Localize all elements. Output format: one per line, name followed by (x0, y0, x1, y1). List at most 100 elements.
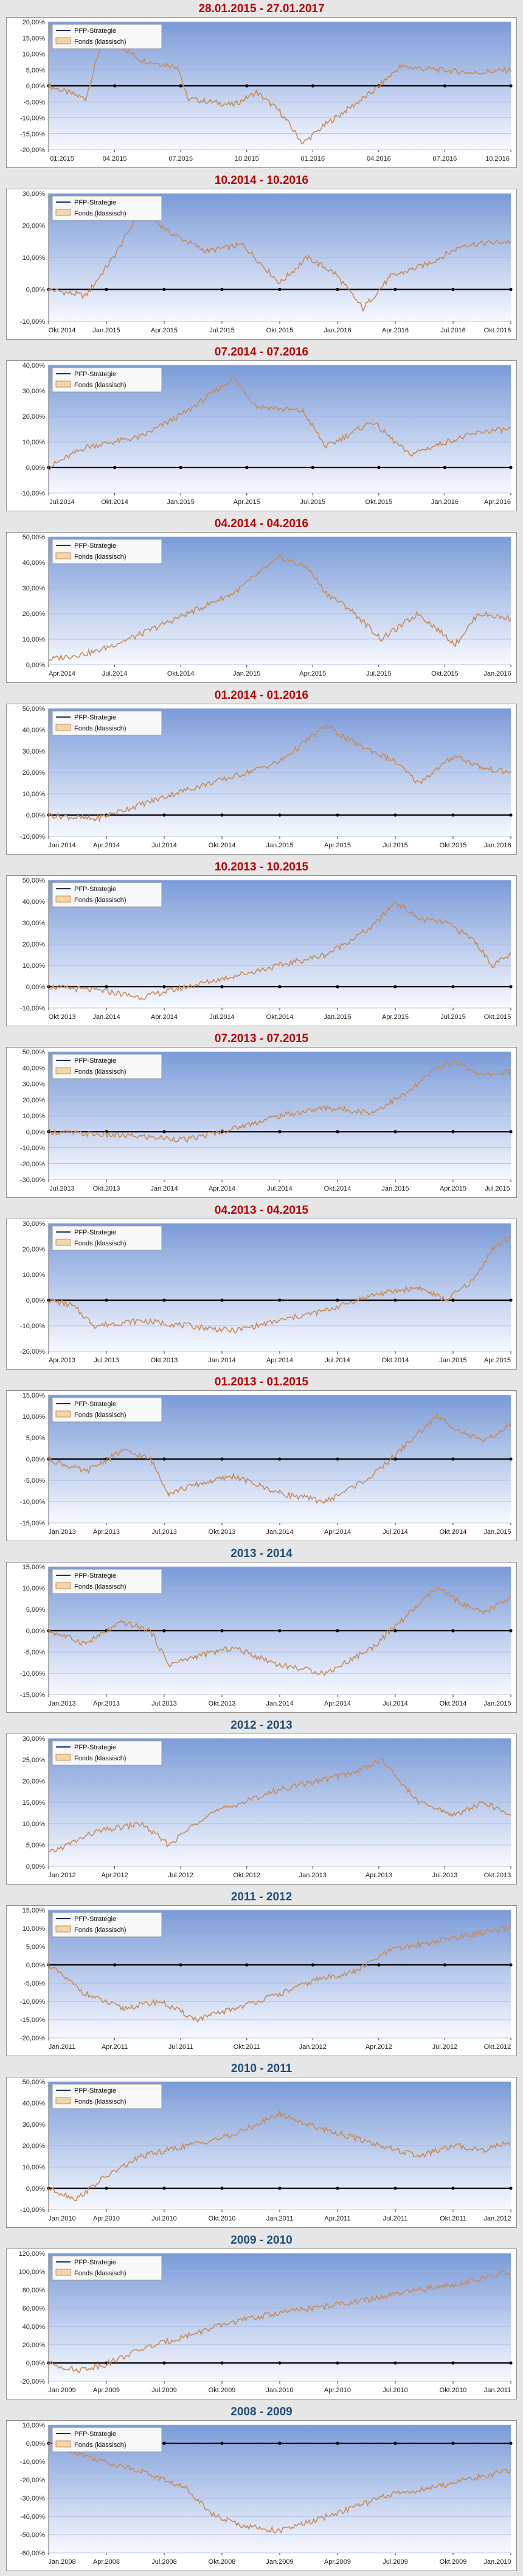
x-tick-label: Okt.2010 (209, 2215, 236, 2222)
axis-marker (451, 813, 455, 817)
axis-marker (162, 2441, 166, 2445)
legend-label-fonds: Fonds (klassisch) (74, 1068, 126, 1076)
data-point (418, 2155, 419, 2157)
series-line-fonds (48, 376, 511, 471)
x-tick-label: Jan.2009 (48, 2387, 75, 2394)
axis-marker (311, 466, 314, 469)
data-point (491, 965, 493, 966)
legend-label-fonds: Fonds (klassisch) (74, 210, 126, 217)
axis-marker (393, 2186, 397, 2190)
x-tick-label: Apr.2012 (365, 2043, 392, 2051)
axis-marker (105, 1298, 108, 1302)
data-point (399, 1450, 401, 1451)
x-tick-label: Okt.2015 (365, 499, 393, 506)
axis-marker (311, 1963, 314, 1967)
y-tick-label: 0,00% (26, 83, 45, 90)
y-tick-label: 10,00% (23, 2422, 46, 2429)
y-tick-label: 30,00% (23, 1220, 46, 1228)
data-point (94, 1325, 95, 1326)
x-tick-label: Okt.2008 (209, 2558, 236, 2566)
chart-title: 2013 - 2014 (230, 1547, 293, 1560)
x-tick-label: Jan.2016 (483, 842, 511, 849)
x-tick-label: Jul.2014 (383, 1528, 408, 1536)
axis-marker (113, 1963, 117, 1967)
data-point (85, 295, 86, 296)
data-point (140, 2348, 142, 2350)
x-tick-label: Okt.2016 (484, 327, 511, 334)
data-point (353, 2507, 355, 2508)
y-tick-label: 15,00% (23, 1799, 46, 1807)
x-tick-label: Okt.2014 (209, 842, 236, 849)
data-point (395, 761, 396, 763)
x-tick-label: Jan.2015 (324, 1013, 351, 1021)
data-point (455, 1815, 456, 1816)
x-tick-label: Apr.2015 (484, 1357, 511, 1364)
data-point (279, 965, 280, 966)
x-tick-label: Apr.2015 (151, 327, 178, 334)
data-point (455, 1060, 456, 1062)
data-point (390, 1950, 392, 1951)
y-tick-label: 10,00% (23, 791, 46, 798)
data-point (196, 2019, 198, 2020)
x-tick-label: Apr.2015 (382, 1013, 409, 1021)
y-tick-label: 100,00% (19, 2269, 46, 2276)
y-tick-label: -10,00% (20, 1670, 45, 1678)
y-tick-label: -15,00% (20, 1692, 45, 1699)
y-tick-label: -50,00% (20, 2532, 45, 2539)
legend-label-pfp: PFP-Strategie (74, 27, 116, 35)
axis-marker (393, 1629, 397, 1633)
y-tick-label: -20,00% (20, 2477, 45, 2484)
axis-marker (509, 2441, 513, 2445)
x-tick-label: Jul.2009 (383, 2558, 408, 2566)
data-point (48, 1458, 49, 1460)
axis-marker (278, 985, 282, 989)
data-point (325, 1107, 327, 1108)
x-tick-label: Jul.2015 (485, 1185, 510, 1192)
data-point (307, 2124, 308, 2125)
x-tick-label: Jan.2013 (48, 1700, 75, 1707)
data-point (464, 1935, 465, 1936)
y-tick-label: 30,00% (23, 388, 46, 395)
data-point (325, 2306, 327, 2307)
x-tick-label: Apr.2014 (324, 1528, 351, 1536)
data-point (436, 1416, 438, 1417)
y-tick-label: 10,00% (23, 1925, 46, 1933)
x-tick-label: 07.2016 (433, 155, 457, 163)
data-point (510, 240, 511, 242)
data-point (168, 231, 170, 233)
legend-label-pfp: PFP-Strategie (74, 1401, 116, 1408)
legend: PFP-Strategie Fonds (klassisch) (52, 1054, 162, 1079)
data-point (168, 1493, 170, 1494)
legend: PFP-Strategie Fonds (klassisch) (52, 882, 162, 908)
x-tick-label: Apr.2012 (102, 1872, 128, 1879)
data-point (307, 567, 308, 569)
x-tick-label: Apr.2014 (324, 1700, 351, 1707)
axis-marker (220, 2361, 224, 2365)
axis-marker (377, 466, 381, 469)
axis-marker (336, 1457, 339, 1461)
data-point (316, 2519, 317, 2521)
data-point (372, 1475, 373, 1477)
data-point (482, 1441, 484, 1443)
chart-title: 2008 - 2009 (230, 2406, 293, 2418)
axis-marker (336, 287, 339, 292)
legend-swatch-fonds (55, 2097, 71, 2104)
x-tick-label: Jul.2011 (383, 2215, 408, 2222)
axis-marker (220, 985, 224, 989)
legend: PFP-Strategie Fonds (klassisch) (52, 1569, 162, 1594)
y-tick-label: 10,00% (23, 51, 46, 58)
y-tick-label: 0,00% (26, 2440, 45, 2448)
data-point (302, 410, 303, 412)
axis-marker (162, 985, 166, 989)
axis-marker (451, 2186, 455, 2190)
legend-swatch-fonds (55, 1754, 71, 1761)
y-tick-label: -40,00% (20, 2513, 45, 2521)
chart-title: 28.01.2015 - 27.01.2017 (198, 2, 325, 15)
data-point (307, 257, 308, 258)
legend-swatch-fonds (55, 37, 71, 44)
data-point (48, 1853, 49, 1854)
x-tick-label: Apr.2014 (93, 842, 120, 849)
data-point (464, 244, 465, 245)
data-point (178, 66, 179, 68)
legend-swatch-fonds (55, 209, 71, 216)
